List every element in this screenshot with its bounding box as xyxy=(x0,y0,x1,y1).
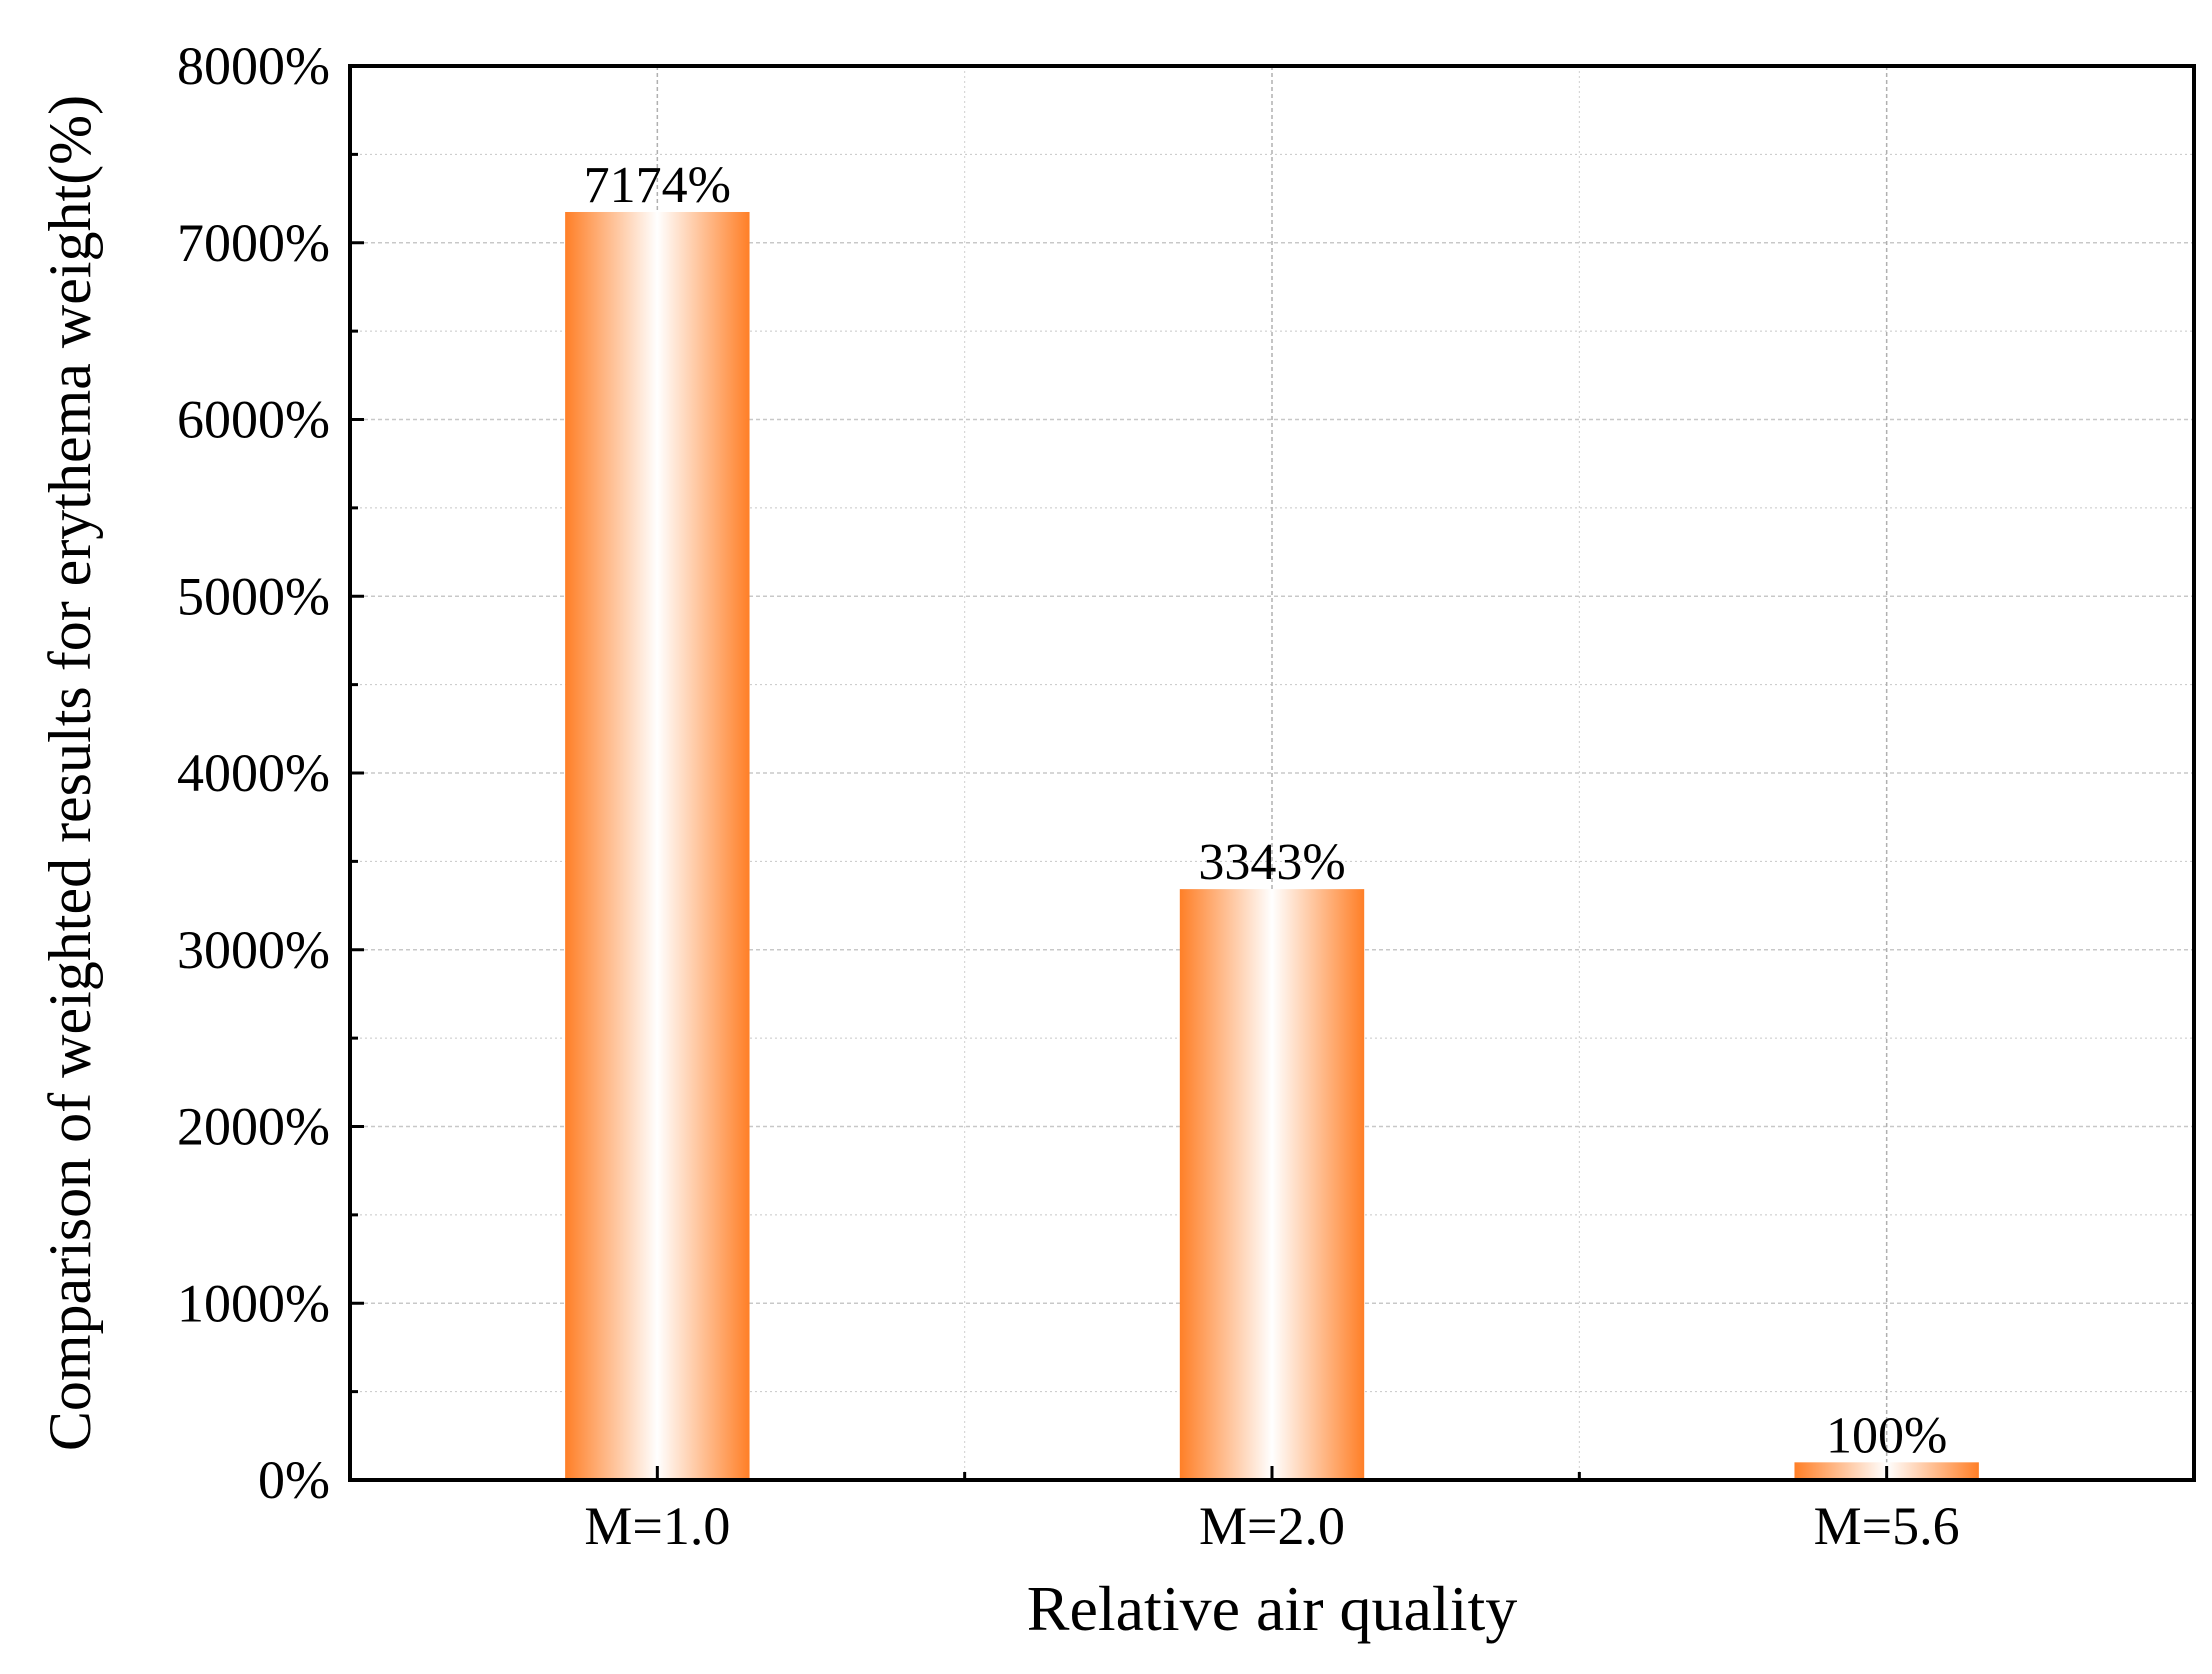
x-axis-title: Relative air quality xyxy=(1027,1573,1518,1644)
y-tick-label: 0% xyxy=(258,1450,330,1510)
data-labels: 7174% 3343% 100% xyxy=(584,157,1948,1464)
y-tick-label: 5000% xyxy=(177,566,330,626)
axis-ticks xyxy=(350,64,1889,1482)
y-tick-label: 1000% xyxy=(177,1273,330,1333)
y-tick-label: 4000% xyxy=(177,743,330,803)
x-tick-label: M=2.0 xyxy=(1199,1496,1345,1556)
y-axis-title: Comparison of weighted results for eryth… xyxy=(37,95,103,1451)
x-tick-label: M=1.0 xyxy=(584,1496,730,1556)
y-tick-label: 6000% xyxy=(177,390,330,450)
y-tick-label: 2000% xyxy=(177,1097,330,1157)
bars xyxy=(565,211,1979,1481)
x-tick-labels: M=1.0 M=2.0 M=5.6 xyxy=(584,1496,1959,1556)
y-tick-label: 3000% xyxy=(177,920,330,980)
y-tick-label: 8000% xyxy=(177,36,330,96)
data-label: 7174% xyxy=(584,157,731,214)
y-tick-labels: 0% 1000% 2000% 3000% 4000% 5000% 6000% 7000% 800… xyxy=(177,36,330,1510)
bar-M=1.0 xyxy=(565,211,750,1481)
bar-M=2.0 xyxy=(1179,889,1365,1480)
x-tick-label: M=5.6 xyxy=(1814,1496,1960,1556)
y-tick-label: 7000% xyxy=(177,213,330,273)
data-label: 100% xyxy=(1826,1407,1947,1464)
data-label: 3343% xyxy=(1198,834,1345,891)
